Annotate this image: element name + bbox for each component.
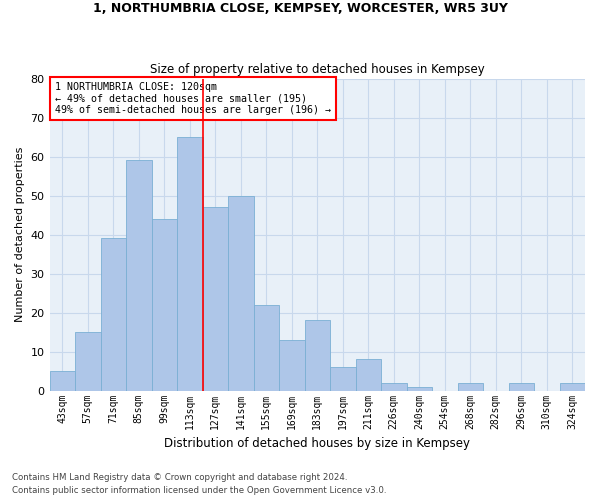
X-axis label: Distribution of detached houses by size in Kempsey: Distribution of detached houses by size …	[164, 437, 470, 450]
Text: 1, NORTHUMBRIA CLOSE, KEMPSEY, WORCESTER, WR5 3UY: 1, NORTHUMBRIA CLOSE, KEMPSEY, WORCESTER…	[92, 2, 508, 16]
Title: Size of property relative to detached houses in Kempsey: Size of property relative to detached ho…	[150, 63, 485, 76]
Bar	[305, 320, 330, 390]
Bar	[381, 383, 407, 390]
Text: Contains HM Land Registry data © Crown copyright and database right 2024.
Contai: Contains HM Land Registry data © Crown c…	[12, 474, 386, 495]
Bar	[279, 340, 305, 390]
Bar	[75, 332, 101, 390]
Bar	[50, 371, 75, 390]
Bar	[177, 137, 203, 390]
Bar	[152, 219, 177, 390]
Bar	[509, 383, 534, 390]
Bar	[356, 360, 381, 390]
Text: 1 NORTHUMBRIA CLOSE: 120sqm
← 49% of detached houses are smaller (195)
49% of se: 1 NORTHUMBRIA CLOSE: 120sqm ← 49% of det…	[55, 82, 331, 115]
Bar	[254, 305, 279, 390]
Bar	[126, 160, 152, 390]
Bar	[330, 367, 356, 390]
Bar	[203, 208, 228, 390]
Y-axis label: Number of detached properties: Number of detached properties	[15, 147, 25, 322]
Bar	[458, 383, 483, 390]
Bar	[228, 196, 254, 390]
Bar	[101, 238, 126, 390]
Bar	[560, 383, 585, 390]
Bar	[407, 386, 432, 390]
